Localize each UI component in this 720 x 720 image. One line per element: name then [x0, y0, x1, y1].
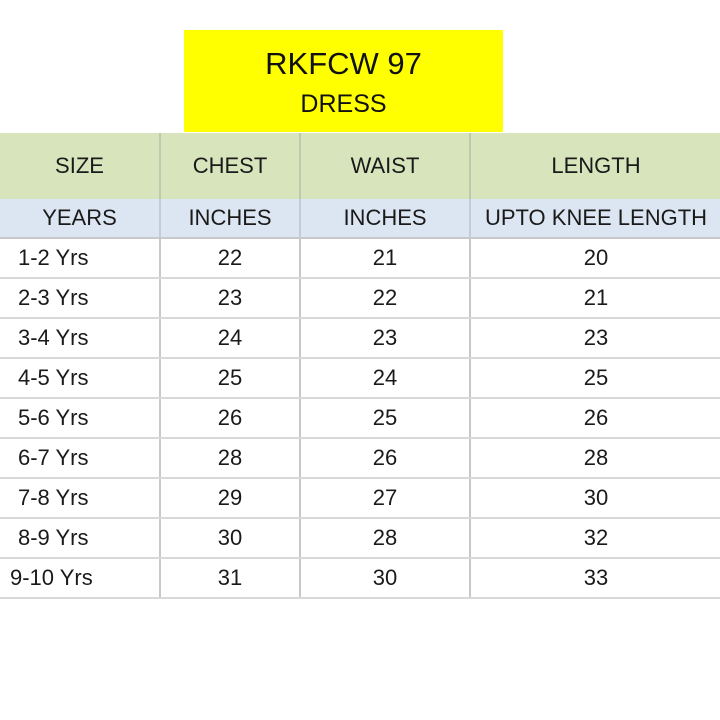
length-cell: 26 — [470, 398, 720, 439]
size-chart-body: SIZE CHEST WAIST LENGTH YEARS INCHES INC… — [0, 133, 720, 599]
header-waist: WAIST — [300, 133, 471, 199]
chest-cell: 28 — [160, 438, 301, 479]
waist-cell: 25 — [300, 398, 471, 439]
table-row: 1-2 Yrs 22 21 20 — [0, 238, 720, 279]
table-row: 8-9 Yrs 30 28 32 — [0, 518, 720, 559]
size-cell: 5-6 Yrs — [0, 398, 161, 439]
unit-length: UPTO KNEE LENGTH — [470, 199, 720, 239]
chest-cell: 29 — [160, 478, 301, 519]
table-row: 3-4 Yrs 24 23 23 — [0, 318, 720, 359]
waist-cell: 21 — [300, 238, 471, 279]
unit-waist: INCHES — [300, 199, 471, 239]
unit-size: YEARS — [0, 199, 161, 239]
product-title-box: RKFCW 97 DRESS — [184, 30, 503, 132]
chest-cell: 25 — [160, 358, 301, 399]
length-cell: 33 — [470, 558, 720, 599]
table-row: 4-5 Yrs 25 24 25 — [0, 358, 720, 399]
waist-cell: 30 — [300, 558, 471, 599]
waist-cell: 27 — [300, 478, 471, 519]
chest-cell: 30 — [160, 518, 301, 559]
size-chart-table: SIZE CHEST WAIST LENGTH YEARS INCHES INC… — [0, 133, 720, 599]
product-type: DRESS — [300, 90, 387, 118]
table-row: 6-7 Yrs 28 26 28 — [0, 438, 720, 479]
unit-row: YEARS INCHES INCHES UPTO KNEE LENGTH — [0, 199, 720, 239]
header-chest: CHEST — [160, 133, 301, 199]
size-cell: 7-8 Yrs — [0, 478, 161, 519]
size-cell: 3-4 Yrs — [0, 318, 161, 359]
unit-chest: INCHES — [160, 199, 301, 239]
table-row: 5-6 Yrs 26 25 26 — [0, 398, 720, 439]
size-cell: 1-2 Yrs — [0, 238, 161, 279]
chest-cell: 23 — [160, 278, 301, 319]
header-length: LENGTH — [470, 133, 720, 199]
length-cell: 21 — [470, 278, 720, 319]
table-row: 9-10 Yrs 31 30 33 — [0, 558, 720, 599]
length-cell: 23 — [470, 318, 720, 359]
header-size: SIZE — [0, 133, 161, 199]
waist-cell: 24 — [300, 358, 471, 399]
chest-cell: 24 — [160, 318, 301, 359]
size-cell: 8-9 Yrs — [0, 518, 161, 559]
length-cell: 30 — [470, 478, 720, 519]
size-cell: 4-5 Yrs — [0, 358, 161, 399]
waist-cell: 23 — [300, 318, 471, 359]
length-cell: 28 — [470, 438, 720, 479]
size-cell: 9-10 Yrs — [0, 558, 161, 599]
length-cell: 20 — [470, 238, 720, 279]
table-row: 7-8 Yrs 29 27 30 — [0, 478, 720, 519]
product-code: RKFCW 97 — [265, 46, 422, 81]
header-row: SIZE CHEST WAIST LENGTH — [0, 133, 720, 199]
size-cell: 6-7 Yrs — [0, 438, 161, 479]
waist-cell: 26 — [300, 438, 471, 479]
waist-cell: 22 — [300, 278, 471, 319]
chest-cell: 22 — [160, 238, 301, 279]
length-cell: 32 — [470, 518, 720, 559]
table-row: 2-3 Yrs 23 22 21 — [0, 278, 720, 319]
length-cell: 25 — [470, 358, 720, 399]
chest-cell: 31 — [160, 558, 301, 599]
size-cell: 2-3 Yrs — [0, 278, 161, 319]
chest-cell: 26 — [160, 398, 301, 439]
waist-cell: 28 — [300, 518, 471, 559]
